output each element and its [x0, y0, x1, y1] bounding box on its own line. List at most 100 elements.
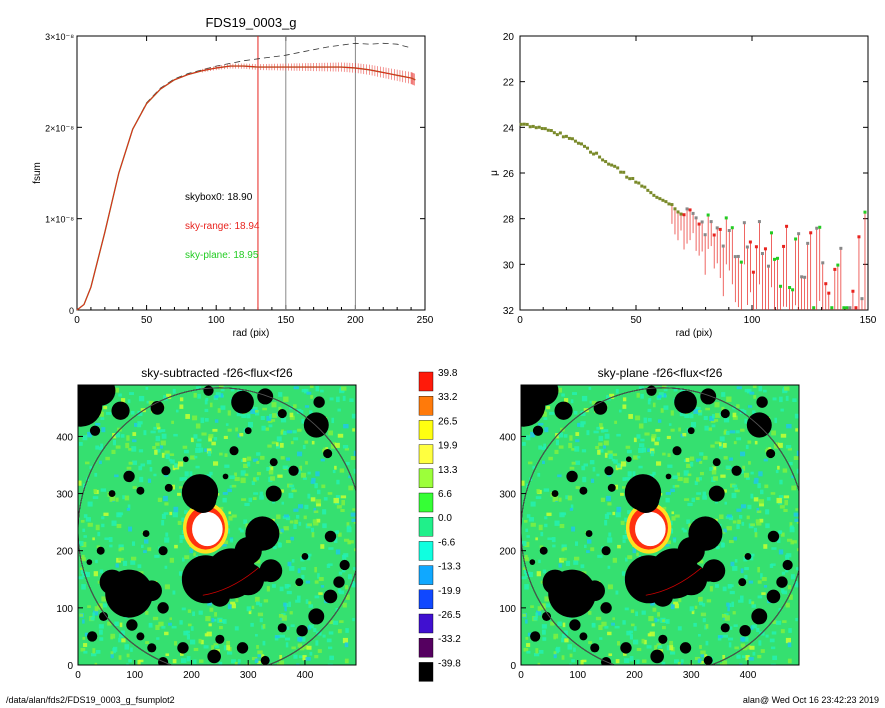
img1-noise	[186, 634, 191, 640]
img2-noise	[643, 639, 647, 645]
img2-noise	[734, 489, 740, 493]
img1-noise	[300, 556, 305, 562]
img1-noise	[331, 417, 335, 424]
img2-noise	[612, 511, 616, 516]
img1-noise	[118, 512, 124, 516]
img1-noise	[129, 392, 135, 396]
mu-point	[640, 184, 644, 188]
img2-noise	[691, 497, 695, 503]
img1-noise	[317, 573, 320, 579]
img2-noise	[700, 660, 704, 664]
img1-noise	[342, 445, 349, 449]
img1-noise	[98, 411, 104, 417]
img1-noise	[159, 445, 164, 449]
img2-noise	[574, 541, 579, 546]
img1-noise	[261, 625, 265, 630]
img2-noise	[757, 654, 762, 659]
img1-noise	[286, 430, 293, 434]
img2-noise	[581, 449, 587, 453]
img1-mask-blob	[99, 569, 125, 595]
img2-noise	[668, 423, 672, 426]
img2-noise	[538, 559, 541, 564]
img2-noise	[741, 655, 746, 659]
img2-noise	[753, 480, 759, 484]
img1-noise	[240, 477, 246, 484]
img1-noise	[219, 619, 223, 623]
img1-noise	[279, 442, 284, 448]
img2-noise	[553, 636, 557, 640]
img1-noise	[132, 439, 137, 443]
img2-noise	[694, 480, 698, 486]
img1-noise	[95, 524, 100, 531]
img1-noise	[256, 452, 261, 456]
img2-noise	[612, 453, 618, 456]
img2-noise	[740, 643, 746, 648]
img1-noise	[169, 453, 175, 456]
img1-noise	[242, 457, 247, 462]
img1-noise	[204, 633, 208, 637]
img1-noise	[193, 434, 198, 439]
img1-noise	[310, 480, 316, 484]
img2-noise	[777, 465, 780, 470]
fsum-ytick-label: 2×10⁻⁸	[45, 123, 74, 133]
img2-noise	[629, 630, 633, 634]
img2-noise	[700, 650, 706, 655]
mu-xlabel: rad (pix)	[676, 328, 713, 339]
img2-noise	[577, 422, 581, 427]
img2-noise	[662, 625, 666, 630]
img1-noise	[114, 621, 119, 627]
img1-noise	[345, 594, 350, 600]
img1-noise	[185, 414, 190, 419]
mu-point	[546, 128, 550, 132]
img1-noise	[240, 459, 244, 463]
img1-noise	[181, 517, 185, 522]
img2-noise	[732, 484, 738, 488]
img1-noise	[278, 613, 284, 618]
img2-noise	[540, 603, 546, 609]
img1-mask-blob	[158, 546, 168, 556]
mu-point	[788, 286, 792, 290]
img2-noise	[569, 435, 573, 441]
img1-noise	[280, 417, 287, 423]
img1-noise	[322, 634, 326, 638]
img2-noise	[641, 610, 646, 615]
img2-noise	[647, 633, 651, 637]
img1-noise	[291, 559, 295, 563]
img1-noise	[192, 415, 198, 421]
img1-noise	[276, 514, 281, 520]
img2-noise	[795, 617, 798, 622]
img1-noise	[353, 548, 356, 552]
img1-noise	[211, 618, 215, 623]
img2-noise	[669, 640, 673, 646]
img1-noise	[240, 470, 246, 476]
img1-noise	[279, 586, 284, 592]
img1-noise	[213, 437, 218, 441]
img2-noise	[571, 659, 575, 663]
img2-noise	[663, 405, 669, 410]
mu-point	[598, 155, 602, 159]
img2-noise	[711, 469, 717, 475]
img1-noise	[266, 415, 272, 422]
img2-ytick-label: 400	[499, 432, 516, 443]
img1-noise	[205, 616, 211, 622]
img2-noise	[651, 436, 655, 442]
img1-noise	[278, 406, 282, 411]
img1-noise	[343, 423, 349, 429]
img1-noise	[284, 637, 291, 641]
img1-mask-blob	[313, 396, 325, 408]
img1-xtick-label: 300	[240, 670, 257, 681]
img1-noise	[156, 426, 161, 430]
img1-noise	[260, 415, 265, 421]
img1-noise	[163, 512, 169, 515]
img1-noise	[241, 498, 247, 501]
img2-ytick-label: 100	[499, 604, 516, 615]
img2-noise	[523, 647, 529, 652]
mu-point	[703, 233, 707, 237]
img1-mask-blob	[141, 580, 162, 601]
img2-noise	[615, 659, 620, 664]
img2-mask-blob	[782, 559, 793, 571]
img2-noise	[618, 409, 622, 413]
img1-noise	[285, 515, 291, 521]
img2-noise	[749, 645, 755, 650]
img1-noise	[208, 434, 214, 439]
